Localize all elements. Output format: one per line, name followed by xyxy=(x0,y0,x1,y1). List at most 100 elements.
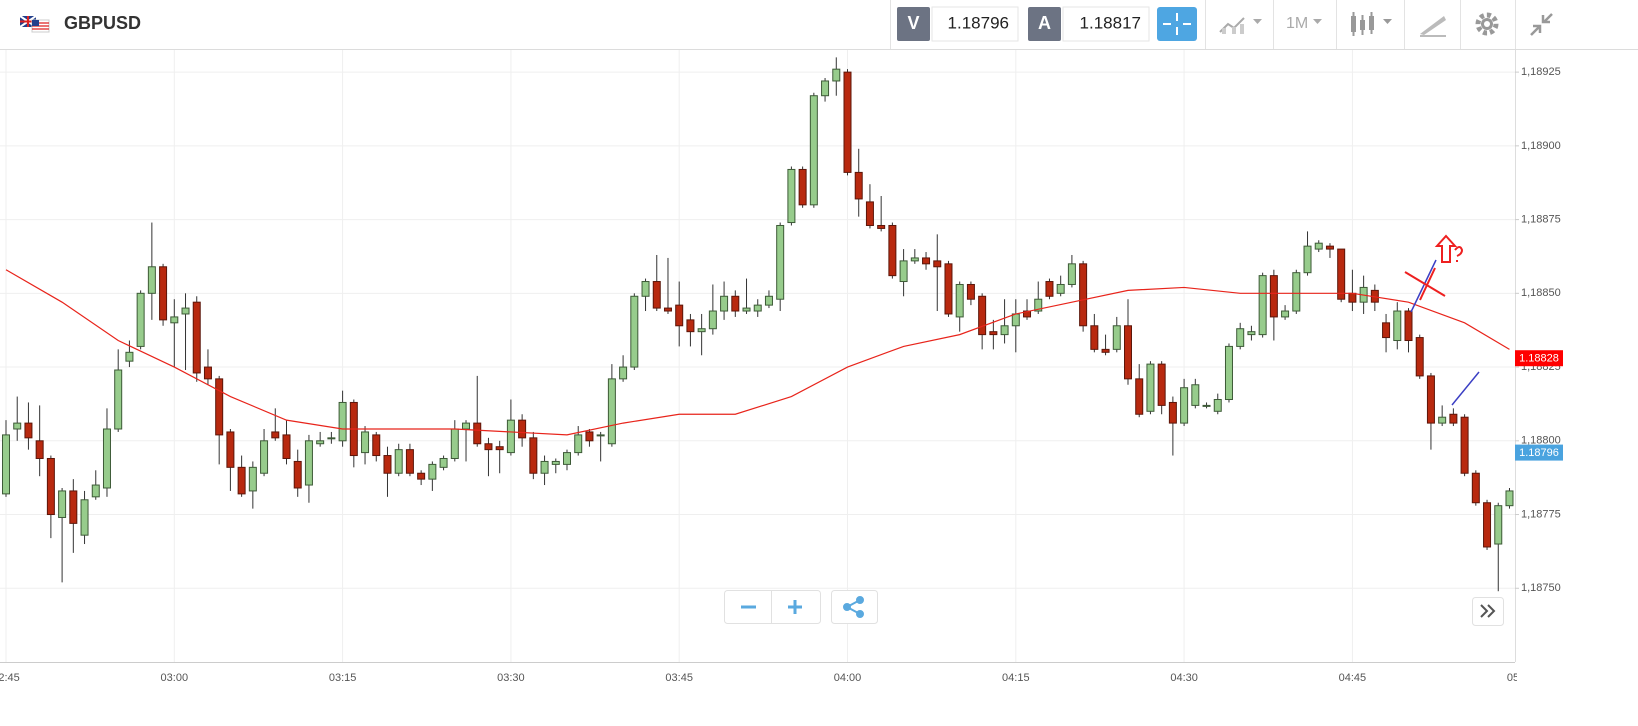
candle-body xyxy=(1460,416,1469,474)
candle-body xyxy=(1303,245,1312,274)
candle-body xyxy=(383,455,392,474)
candle-body xyxy=(147,266,156,294)
candle-body xyxy=(596,434,605,437)
candle-body xyxy=(1247,331,1256,336)
candle-body xyxy=(1449,413,1458,424)
bid-label: V xyxy=(907,13,919,33)
symbol: GBPUSD xyxy=(64,13,141,33)
candle-body xyxy=(24,422,33,439)
price-marker xyxy=(1515,350,1563,367)
candle-body xyxy=(865,201,874,226)
candle-body xyxy=(1483,502,1492,548)
up-arrow xyxy=(1434,234,1458,263)
candle-body xyxy=(1292,272,1301,312)
candle-body xyxy=(316,440,325,445)
y-axis: 1,187501,187751,188001,188251,188501,188… xyxy=(1515,66,1561,594)
candle-body xyxy=(1168,401,1177,424)
trend-line xyxy=(1410,259,1437,313)
candle-body xyxy=(877,224,886,229)
candle-body xyxy=(1337,248,1346,300)
crosshair-button[interactable] xyxy=(1157,7,1197,41)
toolbar-bg xyxy=(0,0,1638,49)
candle-body xyxy=(551,460,560,465)
candle-style-button[interactable] xyxy=(1351,12,1392,36)
candle-body xyxy=(1348,292,1357,303)
x-tick-label: 05:00 xyxy=(1507,672,1535,684)
candle-body xyxy=(1404,310,1413,342)
ask-box[interactable] xyxy=(1062,6,1150,42)
candle-body xyxy=(1325,245,1334,250)
candle-body xyxy=(1393,310,1402,342)
candle-body xyxy=(1269,275,1278,318)
scroll-end-button[interactable] xyxy=(1472,597,1504,626)
share-button[interactable] xyxy=(843,596,864,618)
x-axis: 02:45 03:00 03:15 03:30 03:45 04:00 04:15 04:30… xyxy=(0,672,1535,684)
candle-body xyxy=(1157,363,1166,406)
zoom-controls xyxy=(724,590,1504,626)
timeframe[interactable]: 1M xyxy=(1286,15,1308,32)
candle-body xyxy=(753,304,762,312)
candle-body xyxy=(697,328,706,333)
x-tick-label: 02:45 xyxy=(0,672,20,684)
candle-body xyxy=(1471,472,1480,504)
x-tick-label: 04:15 xyxy=(1002,672,1030,684)
candle-body xyxy=(1124,325,1132,380)
candle-body xyxy=(641,281,650,297)
candle-body xyxy=(944,263,953,315)
candle-body xyxy=(1258,275,1267,336)
candle-body xyxy=(686,319,695,333)
candle-body xyxy=(1202,404,1211,407)
candle-body xyxy=(529,437,538,474)
collapse-button[interactable] xyxy=(1530,13,1553,36)
x-tick-label: 03:45 xyxy=(665,672,693,684)
zoom-in-button[interactable] xyxy=(788,600,802,614)
candle-body xyxy=(675,304,684,327)
price-marker-label: 1.18828 xyxy=(1519,353,1559,365)
candle-body xyxy=(1079,263,1088,327)
candle-body xyxy=(776,224,785,300)
candle-body xyxy=(1135,378,1144,415)
candle-body xyxy=(203,366,212,380)
candle-body xyxy=(787,168,796,224)
chart-type-button[interactable] xyxy=(1219,17,1262,34)
candle-body xyxy=(226,431,235,468)
candle-body xyxy=(720,295,729,312)
candle-body xyxy=(293,460,302,489)
drawings xyxy=(1404,234,1480,406)
candle-body xyxy=(607,378,616,445)
moving-average xyxy=(5,269,1510,436)
candle-body xyxy=(405,449,414,474)
flag-icon xyxy=(19,15,50,33)
candle-body xyxy=(663,307,672,312)
scroll-end-icon xyxy=(1480,604,1496,618)
candle-body xyxy=(1112,325,1121,350)
candle-body xyxy=(372,434,381,457)
candle-body xyxy=(798,168,807,206)
candle-body xyxy=(1146,363,1155,412)
draw-tool-button[interactable] xyxy=(1420,16,1446,37)
candle-body xyxy=(473,422,482,445)
candle-body xyxy=(417,472,426,480)
candle-body xyxy=(708,310,717,330)
settings-button[interactable] xyxy=(1475,12,1499,36)
bid-box[interactable] xyxy=(931,6,1019,42)
candle-body xyxy=(394,449,403,474)
candle-body xyxy=(1236,328,1245,347)
candle-body xyxy=(742,307,751,312)
candle-body xyxy=(102,428,111,489)
candle-body xyxy=(563,452,571,465)
candle-body xyxy=(843,71,852,173)
candle-body xyxy=(136,292,145,347)
x-tick-label: 04:00 xyxy=(834,672,862,684)
candle-body xyxy=(1067,263,1076,285)
ask-badge xyxy=(1028,7,1061,41)
candle-body xyxy=(1191,384,1200,406)
question-mark xyxy=(1454,246,1464,262)
trend-line xyxy=(1451,371,1480,406)
candle-body xyxy=(1426,375,1435,424)
candle-body xyxy=(978,295,987,336)
x-tick-label: 03:15 xyxy=(329,672,357,684)
candle-body xyxy=(450,428,459,459)
candle-body xyxy=(46,457,55,516)
